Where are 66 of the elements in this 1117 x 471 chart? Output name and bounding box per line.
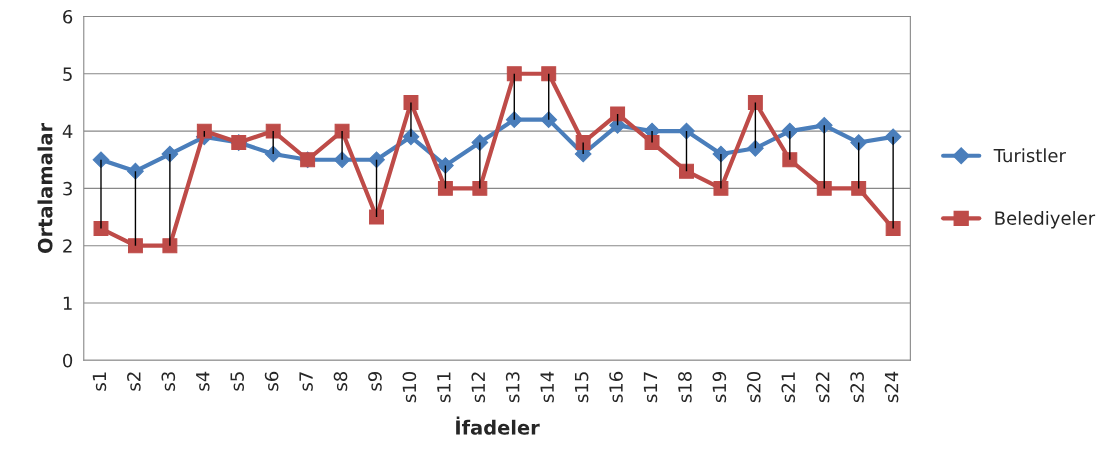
x-tick-label: s18 — [678, 371, 692, 403]
x-tick-label: s22 — [815, 372, 830, 403]
x-tick-label: s10 — [402, 371, 417, 403]
x-tick-label: s4 — [196, 371, 210, 391]
x-tick-label: s3 — [161, 372, 176, 391]
point — [678, 122, 695, 140]
point — [162, 238, 178, 254]
point — [885, 221, 901, 236]
point — [747, 94, 763, 110]
point — [196, 123, 212, 139]
point — [368, 151, 385, 169]
y-tick-label: 0 — [63, 353, 73, 368]
x-tick-label: s6 — [264, 371, 279, 391]
x-tick-label: s14 — [540, 371, 554, 403]
point — [403, 94, 419, 110]
x-axis-title: İfadeler — [456, 416, 540, 435]
point — [437, 157, 454, 174]
x-tick-label: s8 — [333, 371, 348, 391]
legend-label: Turistler — [993, 148, 1066, 163]
y-tick-label: 5 — [63, 67, 72, 81]
y-tick-label: 4 — [62, 124, 73, 138]
x-tick-label: s1 — [92, 372, 107, 391]
x-tick-label: s16 — [609, 371, 623, 403]
x-tick-label: s2 — [127, 372, 141, 391]
point — [644, 135, 660, 151]
y-tick-label: 2 — [63, 239, 72, 253]
x-tick-label: s15 — [574, 372, 589, 403]
x-tick-label: s12 — [471, 372, 486, 403]
x-tick-label: s13 — [505, 372, 520, 403]
point — [437, 180, 453, 196]
x-tick-label: s19 — [712, 372, 727, 403]
y-tick-label: 1 — [63, 296, 72, 310]
y-axis-title: Ortalamalar — [37, 122, 53, 253]
point — [540, 111, 558, 129]
point — [369, 209, 384, 225]
point — [610, 106, 626, 122]
x-tick-label: s11 — [437, 372, 451, 403]
x-tick-label: s20 — [746, 371, 761, 403]
point — [851, 180, 867, 196]
y-tick-label: 6 — [63, 9, 73, 24]
x-tick-label: s17 — [643, 372, 658, 403]
point — [506, 66, 522, 82]
x-tick-label: s21 — [781, 372, 796, 403]
x-tick-label: s7 — [299, 372, 313, 391]
point — [265, 123, 281, 139]
point — [127, 162, 144, 180]
point — [815, 116, 833, 134]
point — [334, 123, 350, 139]
x-tick-label: s23 — [850, 372, 864, 403]
point — [816, 180, 832, 196]
point — [782, 152, 798, 168]
x-tick-label: s5 — [230, 372, 244, 391]
point — [264, 145, 282, 163]
x-tick-label: s24 — [884, 371, 899, 403]
point — [541, 66, 557, 82]
point — [505, 111, 523, 129]
point — [850, 134, 868, 151]
point — [713, 180, 729, 196]
point — [472, 180, 488, 196]
x-tick-label: s9 — [368, 372, 382, 391]
point — [575, 135, 591, 151]
point — [127, 238, 143, 254]
point — [746, 139, 764, 157]
point — [679, 163, 694, 179]
legend-label: Belediyeler — [995, 210, 1096, 229]
y-tick-label: 3 — [63, 181, 72, 196]
